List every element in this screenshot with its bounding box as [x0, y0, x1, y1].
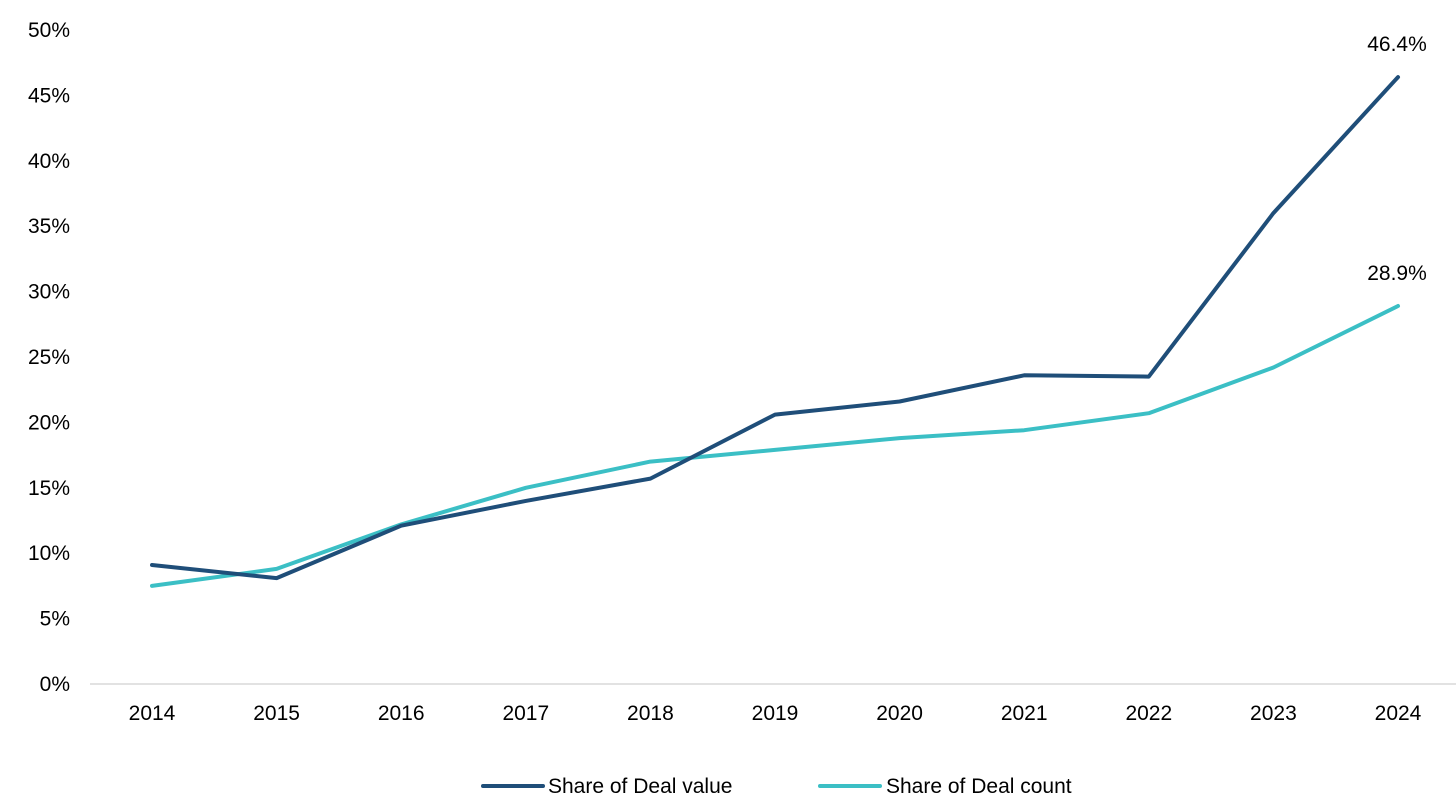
- data-labels: 46.4% 28.9%: [1367, 33, 1427, 285]
- x-tick-label: 2022: [1125, 702, 1172, 725]
- x-tick-label: 2014: [129, 702, 176, 725]
- x-axis-tick-labels: 2014 2015 2016 2017 2018 2019 2020 2021 2022 2023…: [129, 702, 1422, 725]
- y-tick-label: 25%: [28, 346, 70, 369]
- x-tick-label: 2020: [876, 702, 923, 725]
- y-tick-label: 50%: [28, 19, 70, 42]
- end-data-label: 28.9%: [1367, 262, 1427, 285]
- y-tick-label: 30%: [28, 281, 70, 304]
- y-tick-label: 5%: [40, 608, 70, 631]
- x-tick-label: 2015: [253, 702, 300, 725]
- x-tick-label: 2019: [752, 702, 799, 725]
- x-tick-label: 2024: [1375, 702, 1422, 725]
- x-tick-label: 2017: [502, 702, 549, 725]
- end-data-label: 46.4%: [1367, 33, 1427, 56]
- legend-item: Share of Deal count: [818, 775, 1072, 798]
- legend: Share of Deal value Share of Deal count: [481, 775, 1072, 798]
- y-axis-tick-labels: 0% 5% 10% 15% 20% 25% 30% 35% 40% 45% 50%: [28, 19, 70, 696]
- x-tick-label: 2023: [1250, 702, 1297, 725]
- legend-item: Share of Deal value: [481, 775, 732, 798]
- y-tick-label: 45%: [28, 84, 70, 107]
- y-tick-label: 35%: [28, 215, 70, 238]
- y-tick-label: 15%: [28, 477, 70, 500]
- x-tick-label: 2016: [378, 702, 425, 725]
- legend-label: Share of Deal value: [548, 775, 732, 798]
- y-tick-label: 10%: [28, 542, 70, 565]
- x-tick-label: 2021: [1001, 702, 1048, 725]
- y-tick-label: 40%: [28, 150, 70, 173]
- series-line-deal-value: [150, 75, 1400, 581]
- x-tick-label: 2018: [627, 702, 674, 725]
- series-lines: [150, 75, 1400, 588]
- series-line-deal-count: [150, 304, 1400, 588]
- y-tick-label: 0%: [40, 673, 70, 696]
- y-tick-label: 20%: [28, 411, 70, 434]
- legend-label: Share of Deal count: [886, 775, 1072, 798]
